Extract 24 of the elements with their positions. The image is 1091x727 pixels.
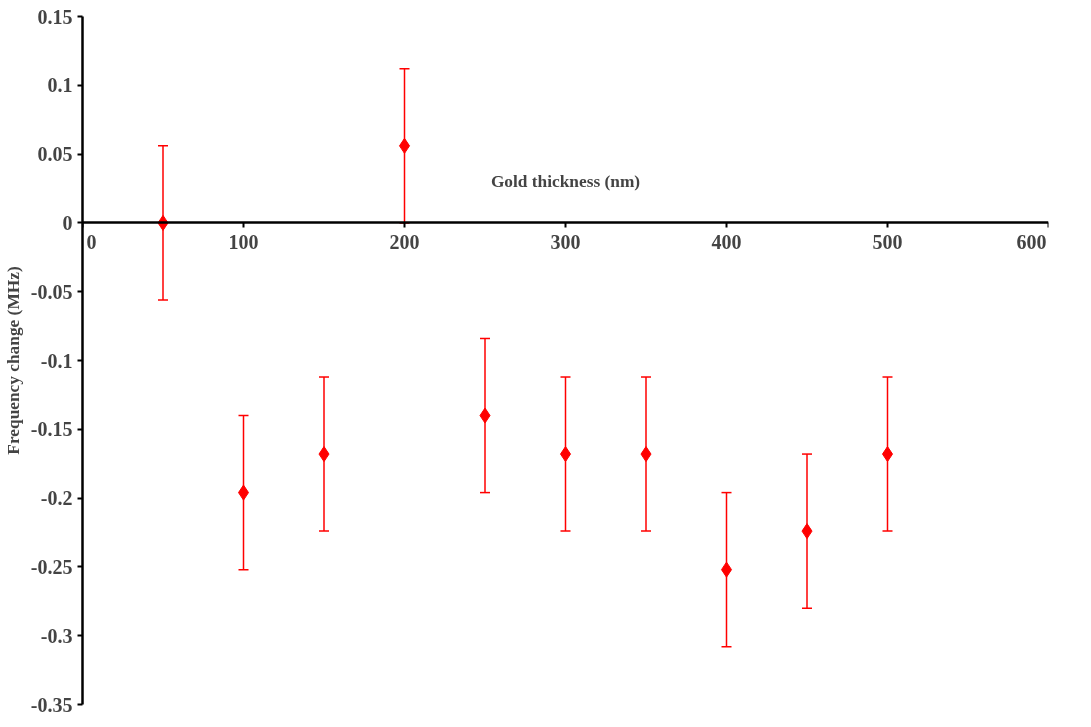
y-tick-label: -0.1	[40, 349, 73, 372]
y-axis-title: Frequency change (MHz)	[3, 266, 23, 455]
point	[479, 407, 491, 424]
x-tick-label: 300	[550, 230, 581, 253]
y-tick-label: -0.2	[40, 487, 73, 510]
y-tick-label: -0.35	[30, 693, 73, 716]
x-tick-label: 500	[872, 230, 903, 253]
x-tick-label: 0	[86, 230, 97, 253]
y-tick-label: 0.05	[37, 143, 73, 166]
y-tick-label: -0.05	[30, 280, 73, 303]
y-tick-label: 0.15	[37, 5, 73, 28]
point	[318, 446, 330, 463]
x-tick-label: 400	[711, 230, 742, 253]
y-tick-label: 0.1	[47, 74, 73, 97]
point	[801, 523, 813, 540]
y-tick-label: 0	[62, 211, 73, 234]
x-axis-title: Gold thickness (nm)	[490, 172, 641, 192]
x-tick-label: 200	[389, 230, 420, 253]
y-tick-label: -0.3	[40, 624, 73, 647]
x-tick-label: 100	[228, 230, 259, 253]
point	[640, 446, 652, 463]
y-tick-label: -0.15	[30, 418, 73, 441]
x-tick-label: 600	[1016, 230, 1047, 253]
y-tick-label: -0.25	[30, 555, 73, 578]
